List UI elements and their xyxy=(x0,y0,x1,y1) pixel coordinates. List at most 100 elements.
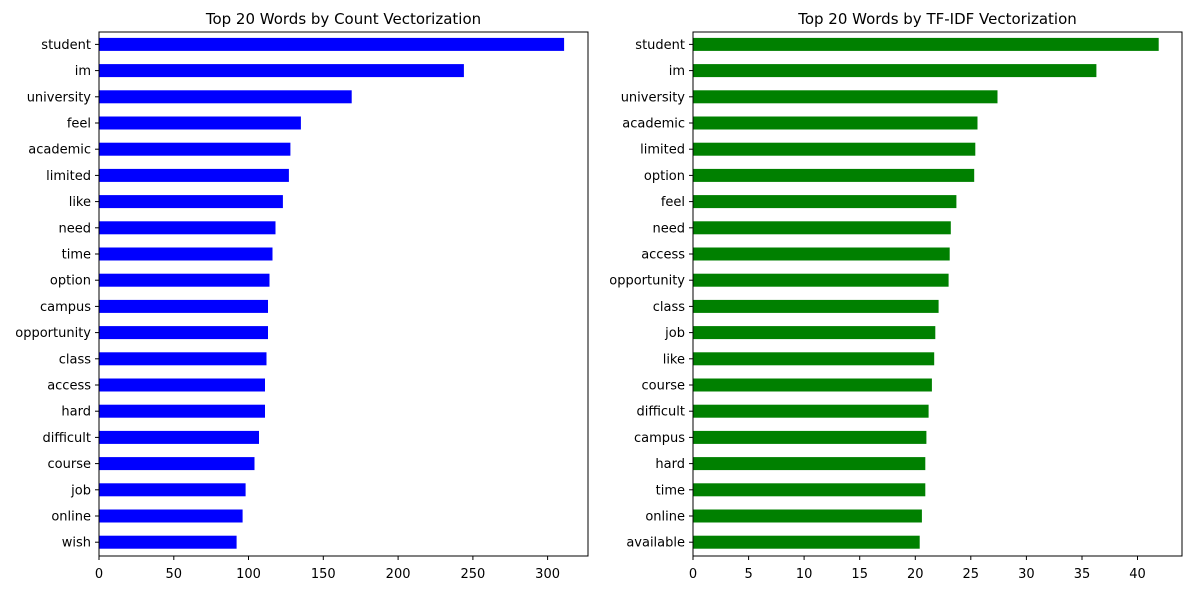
y-tick-label: option xyxy=(644,169,685,184)
bar xyxy=(99,483,246,497)
x-tick-label: 25 xyxy=(963,567,980,582)
y-tick-label: class xyxy=(59,352,91,367)
bar xyxy=(99,404,265,418)
bar xyxy=(693,430,927,444)
bar xyxy=(693,457,926,471)
bar xyxy=(99,221,276,235)
y-tick-label: job xyxy=(664,326,685,341)
bar xyxy=(693,168,975,182)
bar xyxy=(99,195,283,209)
bar xyxy=(99,299,268,313)
y-tick-label: academic xyxy=(28,143,91,158)
bar xyxy=(99,273,270,287)
x-tick-label: 250 xyxy=(460,567,485,582)
y-tick-label: need xyxy=(653,221,686,236)
bar xyxy=(693,90,998,104)
y-tick-label: online xyxy=(51,510,91,525)
bar xyxy=(99,378,265,392)
x-tick-label: 0 xyxy=(689,567,697,582)
y-tick-label: online xyxy=(645,510,685,525)
bar xyxy=(99,326,268,340)
bar xyxy=(693,64,1097,78)
y-tick-label: available xyxy=(626,536,685,551)
bar xyxy=(693,299,939,313)
bar xyxy=(693,483,926,497)
y-tick-label: class xyxy=(653,300,685,315)
x-tick-labels: 0 5 10 15 20 25 30 35 40 xyxy=(689,556,1146,582)
y-tick-label: like xyxy=(69,195,91,210)
bar xyxy=(693,37,1159,51)
bar-group xyxy=(99,37,565,549)
bar xyxy=(693,221,951,235)
x-tick-label: 40 xyxy=(1129,567,1146,582)
y-tick-labels: student im university academic limited option… xyxy=(609,38,693,551)
y-tick-label: student xyxy=(41,38,91,53)
y-tick-label: university xyxy=(621,90,686,105)
bar xyxy=(99,142,291,156)
y-tick-label: campus xyxy=(40,300,91,315)
y-tick-label: wish xyxy=(62,536,91,551)
bar xyxy=(99,457,255,471)
y-tick-label: university xyxy=(27,90,92,105)
x-tick-label: 20 xyxy=(907,567,924,582)
y-tick-label: access xyxy=(641,248,685,263)
y-tick-label: campus xyxy=(634,431,685,446)
y-tick-label: need xyxy=(59,221,92,236)
chart-title: Top 20 Words by TF-IDF Vectorization xyxy=(797,10,1077,28)
y-tick-label: difficult xyxy=(636,405,685,420)
bar xyxy=(99,64,464,78)
y-tick-label: course xyxy=(642,379,685,394)
bar xyxy=(99,90,352,104)
bar xyxy=(693,352,935,366)
x-tick-label: 300 xyxy=(535,567,560,582)
plot-frame xyxy=(98,31,589,557)
bar xyxy=(693,247,950,261)
y-tick-label: feel xyxy=(661,195,685,210)
bar xyxy=(693,142,976,156)
y-tick-label: like xyxy=(663,352,685,367)
plot-frame xyxy=(692,31,1183,557)
x-tick-label: 50 xyxy=(166,567,183,582)
x-tick-label: 35 xyxy=(1074,567,1091,582)
x-tick-label: 5 xyxy=(744,567,752,582)
bar xyxy=(693,116,978,130)
y-tick-label: limited xyxy=(640,143,685,158)
y-tick-label: time xyxy=(656,483,685,498)
y-tick-label: im xyxy=(669,64,685,79)
y-tick-label: feel xyxy=(67,117,91,132)
bar xyxy=(99,430,259,444)
y-tick-label: access xyxy=(47,379,91,394)
bar xyxy=(693,273,949,287)
y-tick-label: option xyxy=(50,274,91,289)
y-tick-label: job xyxy=(70,483,91,498)
x-tick-label: 100 xyxy=(236,567,261,582)
y-tick-label: im xyxy=(75,64,91,79)
bar xyxy=(99,37,565,51)
bar xyxy=(99,247,273,261)
y-tick-label: academic xyxy=(622,117,685,132)
y-tick-label: opportunity xyxy=(609,274,685,289)
bar xyxy=(693,535,920,549)
bar xyxy=(693,326,936,340)
y-tick-label: limited xyxy=(46,169,91,184)
bar xyxy=(693,378,932,392)
chart-title: Top 20 Words by Count Vectorization xyxy=(205,10,481,28)
bar xyxy=(99,168,289,182)
bar xyxy=(99,535,237,549)
x-tick-label: 0 xyxy=(95,567,103,582)
x-tick-label: 200 xyxy=(386,567,411,582)
y-tick-labels: student im university feel academic limited li… xyxy=(15,38,99,551)
x-tick-label: 30 xyxy=(1018,567,1035,582)
y-tick-label: student xyxy=(635,38,685,53)
bar xyxy=(99,116,301,130)
bar xyxy=(693,404,929,418)
y-tick-label: difficult xyxy=(42,431,91,446)
bar-group xyxy=(693,37,1159,549)
y-tick-label: opportunity xyxy=(15,326,91,341)
bar xyxy=(99,352,267,366)
y-tick-label: course xyxy=(48,457,91,472)
y-tick-label: hard xyxy=(61,405,91,420)
y-tick-label: time xyxy=(62,248,91,263)
